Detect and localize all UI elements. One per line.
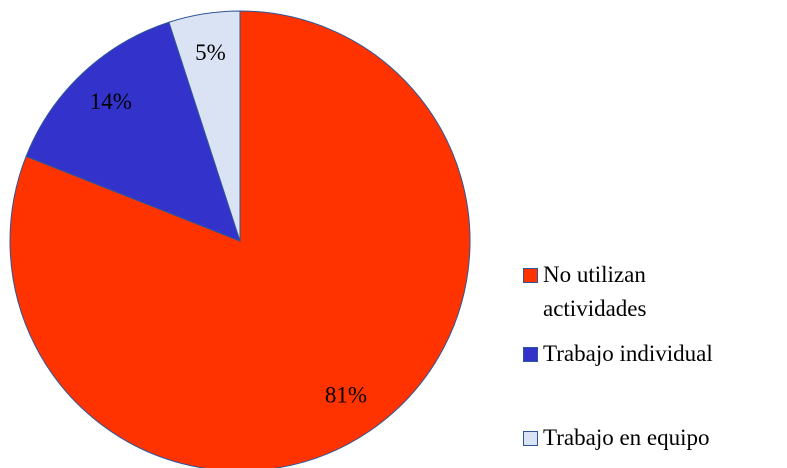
data-label: 81% <box>325 382 367 407</box>
legend-swatch <box>523 347 538 362</box>
legend-item: Trabajo individual <box>523 337 773 371</box>
legend-item: No utilizan actividades <box>523 258 773 326</box>
legend-label: Trabajo en equipo <box>543 425 710 450</box>
legend-label: No utilizan actividades <box>543 262 647 321</box>
data-label: 14% <box>90 89 132 114</box>
pie-slice <box>168 10 241 242</box>
data-label: 5% <box>195 40 226 65</box>
legend-label: Trabajo individual <box>543 341 713 366</box>
legend-item: Trabajo en equipo <box>523 421 773 455</box>
pie-slice <box>9 10 471 468</box>
legend-swatch <box>523 268 538 283</box>
legend-swatch <box>523 431 538 446</box>
